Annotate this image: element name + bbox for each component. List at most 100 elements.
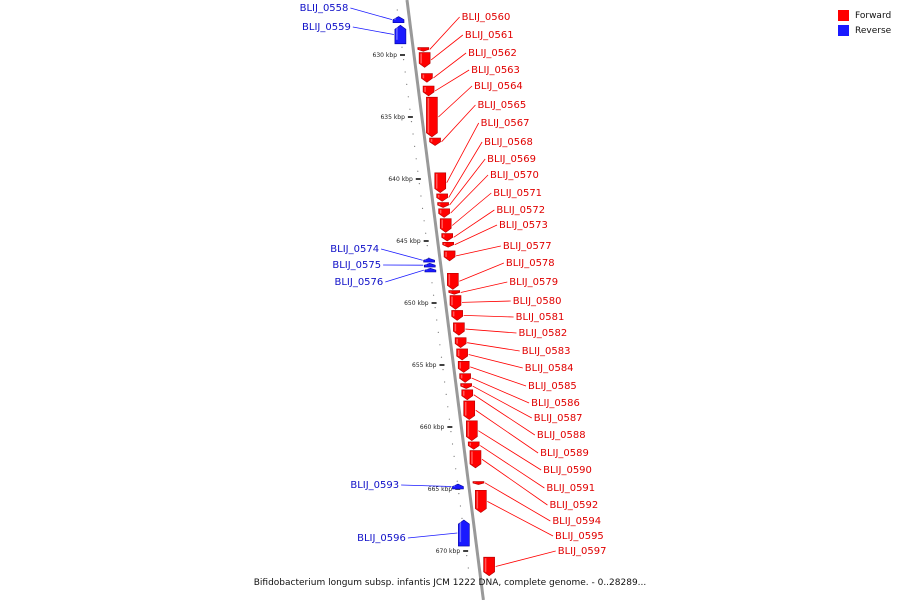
gene-glyph[interactable] bbox=[452, 483, 464, 490]
gene-glyph[interactable] bbox=[472, 481, 485, 485]
gene-label[interactable]: BLIJ_0575 bbox=[332, 260, 381, 271]
gene-glyph[interactable] bbox=[417, 47, 430, 52]
gene-label[interactable]: BLIJ_0560 bbox=[462, 12, 511, 23]
leader-line bbox=[407, 532, 458, 539]
leader-line bbox=[472, 385, 532, 419]
gene-label[interactable]: BLIJ_0587 bbox=[534, 413, 583, 424]
gene-label[interactable]: BLIJ_0561 bbox=[465, 30, 514, 41]
gene-glyph[interactable] bbox=[461, 389, 474, 401]
gene-label[interactable]: BLIJ_0573 bbox=[499, 220, 548, 231]
gene-glyph[interactable] bbox=[441, 233, 454, 242]
gene-label[interactable]: BLIJ_0589 bbox=[540, 448, 589, 459]
spacer-dot bbox=[421, 207, 424, 209]
gene-glyph[interactable] bbox=[434, 172, 447, 194]
gene-label[interactable]: BLIJ_0572 bbox=[496, 205, 545, 216]
gene-glyph[interactable] bbox=[454, 337, 467, 349]
gene-label[interactable]: BLIJ_0583 bbox=[522, 346, 571, 357]
gene-glyph[interactable] bbox=[466, 420, 478, 442]
gene-label[interactable]: BLIJ_0580 bbox=[513, 296, 562, 307]
gene-label[interactable]: BLIJ_0586 bbox=[531, 398, 580, 409]
gene-glyph[interactable] bbox=[447, 272, 459, 290]
gene-glyph[interactable] bbox=[429, 137, 441, 146]
leader-line bbox=[471, 377, 530, 404]
gene-label[interactable]: BLIJ_0577 bbox=[503, 241, 552, 252]
gene-label[interactable]: BLIJ_0581 bbox=[516, 312, 565, 323]
gene-glyph[interactable] bbox=[423, 263, 436, 268]
gene-label[interactable]: BLIJ_0596 bbox=[357, 533, 406, 544]
gene-label[interactable]: BLIJ_0567 bbox=[481, 118, 530, 129]
gene-label[interactable]: BLIJ_0569 bbox=[487, 154, 536, 165]
gene-glyph[interactable] bbox=[439, 218, 452, 233]
gene-glyph[interactable] bbox=[460, 383, 472, 389]
gene-label[interactable]: BLIJ_0559 bbox=[302, 22, 351, 33]
gene-glyph[interactable] bbox=[426, 96, 438, 138]
gene-glyph[interactable] bbox=[438, 208, 450, 218]
gene-glyph[interactable] bbox=[459, 373, 471, 383]
gene-glyph[interactable] bbox=[422, 85, 435, 97]
gene-glyph[interactable] bbox=[463, 400, 476, 420]
gene-label[interactable]: BLIJ_0582 bbox=[518, 328, 567, 339]
gene-label[interactable]: BLIJ_0576 bbox=[334, 277, 383, 288]
gene-label[interactable]: BLIJ_0590 bbox=[543, 465, 592, 476]
gene-label[interactable]: BLIJ_0584 bbox=[525, 363, 574, 374]
gene-label[interactable]: BLIJ_0562 bbox=[468, 48, 517, 59]
gene-label[interactable]: BLIJ_0564 bbox=[474, 81, 523, 92]
gene-label[interactable]: BLIJ_0595 bbox=[555, 531, 604, 542]
leader-line bbox=[460, 281, 508, 293]
gene-label[interactable]: BLIJ_0585 bbox=[528, 381, 577, 392]
gene-label[interactable]: BLIJ_0597 bbox=[558, 546, 607, 557]
spacer-dot bbox=[450, 431, 452, 433]
gene-label[interactable]: BLIJ_0591 bbox=[546, 483, 595, 494]
gene-glyph[interactable] bbox=[392, 16, 405, 24]
gene-label[interactable]: BLIJ_0565 bbox=[477, 100, 526, 111]
gene-label[interactable]: BLIJ_0592 bbox=[549, 500, 598, 511]
gene-glyph[interactable] bbox=[451, 310, 463, 321]
spacer-dot bbox=[453, 455, 455, 457]
gene-glyph[interactable] bbox=[483, 556, 495, 577]
gene-glyph[interactable] bbox=[449, 295, 462, 310]
gene-label[interactable]: BLIJ_0593 bbox=[350, 480, 399, 491]
gene-glyph[interactable] bbox=[456, 348, 468, 361]
leader-line bbox=[441, 104, 476, 143]
spacer-dot bbox=[423, 220, 425, 222]
gene-glyph[interactable] bbox=[458, 519, 470, 547]
spacer-dot bbox=[458, 493, 460, 495]
gene-label[interactable]: BLIJ_0594 bbox=[552, 516, 601, 527]
gene-glyph[interactable] bbox=[424, 267, 437, 273]
leader-line bbox=[465, 328, 517, 334]
spacer-dot bbox=[439, 344, 441, 346]
leader-line bbox=[467, 342, 520, 352]
gene-glyph[interactable] bbox=[467, 441, 480, 450]
gene-glyph[interactable] bbox=[418, 52, 431, 68]
spacer-dot bbox=[401, 46, 403, 48]
gene-label[interactable]: BLIJ_0588 bbox=[537, 430, 586, 441]
gene-glyph[interactable] bbox=[437, 202, 449, 208]
gene-label[interactable]: BLIJ_0570 bbox=[490, 170, 539, 181]
gene-label[interactable]: BLIJ_0579 bbox=[509, 277, 558, 288]
genome-backbone bbox=[405, 0, 485, 600]
gene-label[interactable]: BLIJ_0571 bbox=[493, 188, 542, 199]
gene-label[interactable]: BLIJ_0578 bbox=[506, 258, 555, 269]
leader-line bbox=[454, 224, 498, 246]
gene-label[interactable]: BLIJ_0563 bbox=[471, 65, 520, 76]
gene-label[interactable]: BLIJ_0558 bbox=[300, 3, 349, 14]
gene-glyph[interactable] bbox=[443, 250, 456, 262]
gene-glyph[interactable] bbox=[423, 258, 435, 263]
genome-caption: Bifidobacterium longum subsp. infantis J… bbox=[253, 578, 647, 588]
gene-glyph[interactable] bbox=[421, 73, 433, 83]
gene-glyph[interactable] bbox=[453, 322, 465, 336]
gene-glyph[interactable] bbox=[475, 489, 487, 513]
leader-line bbox=[453, 209, 495, 238]
gene-label[interactable]: BLIJ_0568 bbox=[484, 137, 533, 148]
axis-tick-label: 650 kbp bbox=[404, 300, 429, 307]
gene-glyph[interactable] bbox=[394, 24, 407, 45]
spacer-dot bbox=[396, 9, 398, 11]
spacer-dot bbox=[418, 183, 420, 185]
gene-glyph[interactable] bbox=[469, 450, 482, 469]
gene-glyph[interactable] bbox=[436, 193, 448, 202]
axis-tick-label: 670 kbp bbox=[436, 548, 461, 555]
gene-glyph[interactable] bbox=[448, 290, 461, 295]
gene-glyph[interactable] bbox=[442, 241, 454, 248]
gene-glyph[interactable] bbox=[457, 360, 470, 373]
gene-label[interactable]: BLIJ_0574 bbox=[330, 244, 379, 255]
